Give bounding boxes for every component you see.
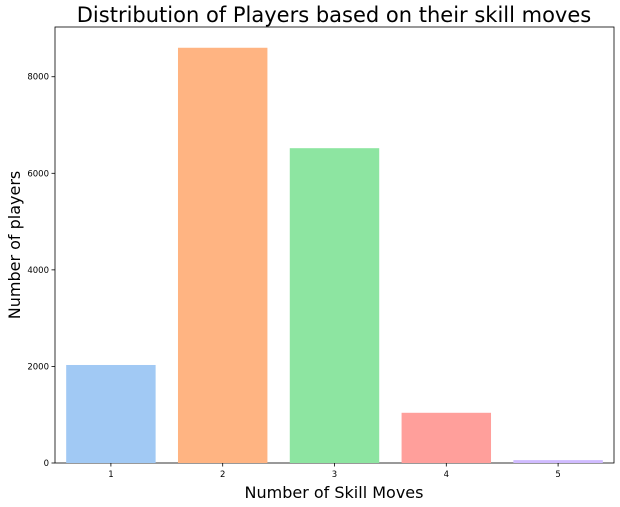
x-tick-label: 4 [444, 470, 449, 480]
bar-3 [289, 148, 380, 463]
y-axis-label: Number of players [5, 171, 24, 320]
y-tick-label: 0 [44, 459, 49, 469]
x-tick-label: 5 [555, 470, 560, 480]
y-tick-label: 2000 [27, 362, 49, 372]
bar-2 [177, 47, 268, 464]
bar-4 [401, 412, 492, 463]
y-tick-label: 6000 [27, 169, 49, 179]
y-tick-label: 8000 [27, 73, 49, 83]
bars-group [66, 47, 603, 464]
bar-5 [513, 460, 603, 463]
chart-title: Distribution of Players based on their s… [77, 3, 591, 27]
x-axis-label: Number of Skill Moves [245, 483, 424, 502]
x-axis-ticks: 1 2 3 4 5 [108, 463, 561, 480]
bar-1 [66, 364, 156, 463]
x-tick-label: 2 [220, 470, 225, 480]
x-tick-label: 3 [332, 470, 337, 480]
y-tick-label: 4000 [27, 266, 49, 276]
x-tick-label: 1 [108, 470, 113, 480]
y-axis-ticks: 0 2000 4000 6000 8000 [27, 73, 55, 469]
